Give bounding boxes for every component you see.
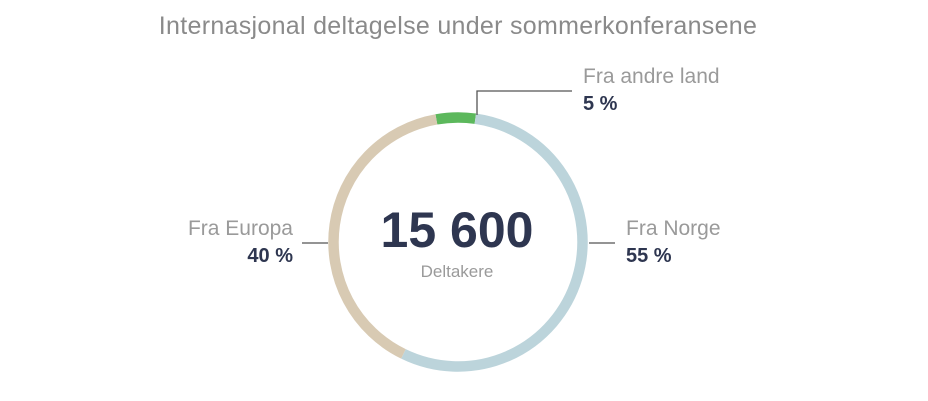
donut-slice-norge [401,113,588,372]
slice-name-other: Fra andre land [583,65,720,88]
slice-label-other: Fra andre land 5 % [583,66,720,114]
slice-label-norge: Fra Norge 55 % [626,218,721,266]
slice-percent-europa: 40 % [247,245,293,267]
donut-arcs [328,112,588,372]
donut-slice-other [435,112,477,125]
slice-percent-norge: 55 % [626,245,672,267]
total-participants-caption: Deltakere [420,262,494,281]
chart-title: Internasjonal deltagelse under sommerkon… [158,12,758,40]
slice-name-norge: Fra Norge [626,217,721,240]
donut-slice-europa [328,114,438,359]
slice-percent-other: 5 % [583,93,618,115]
slice-name-europa: Fra Europa [187,217,293,240]
leader-line-other [476,90,572,115]
slice-label-europa: Fra Europa 40 % [160,218,293,266]
total-participants-value: 15 600 [380,202,534,258]
